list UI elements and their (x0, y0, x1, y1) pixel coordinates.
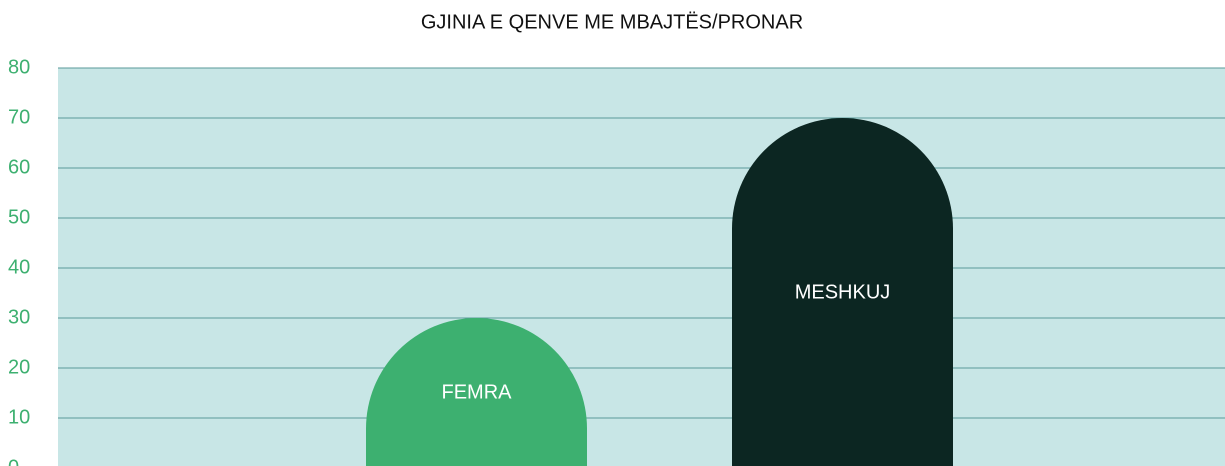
bar-label: MESHKUJ (795, 281, 891, 303)
y-tick-label: 20 (8, 356, 30, 378)
bar-label: FEMRA (442, 381, 513, 403)
bar (732, 118, 953, 466)
y-tick-label: 80 (8, 56, 30, 78)
plot-background (58, 68, 1225, 466)
y-tick-label: 40 (8, 256, 30, 278)
bar (366, 318, 587, 466)
y-tick-label: 0 (8, 456, 19, 466)
y-tick-label: 10 (8, 406, 30, 428)
y-tick-label: 70 (8, 106, 30, 128)
y-tick-label: 50 (8, 206, 30, 228)
y-tick-label: 60 (8, 156, 30, 178)
y-tick-label: 30 (8, 306, 30, 328)
chart-title: GJINIA E QENVE ME MBAJTËS/PRONAR (421, 11, 803, 33)
